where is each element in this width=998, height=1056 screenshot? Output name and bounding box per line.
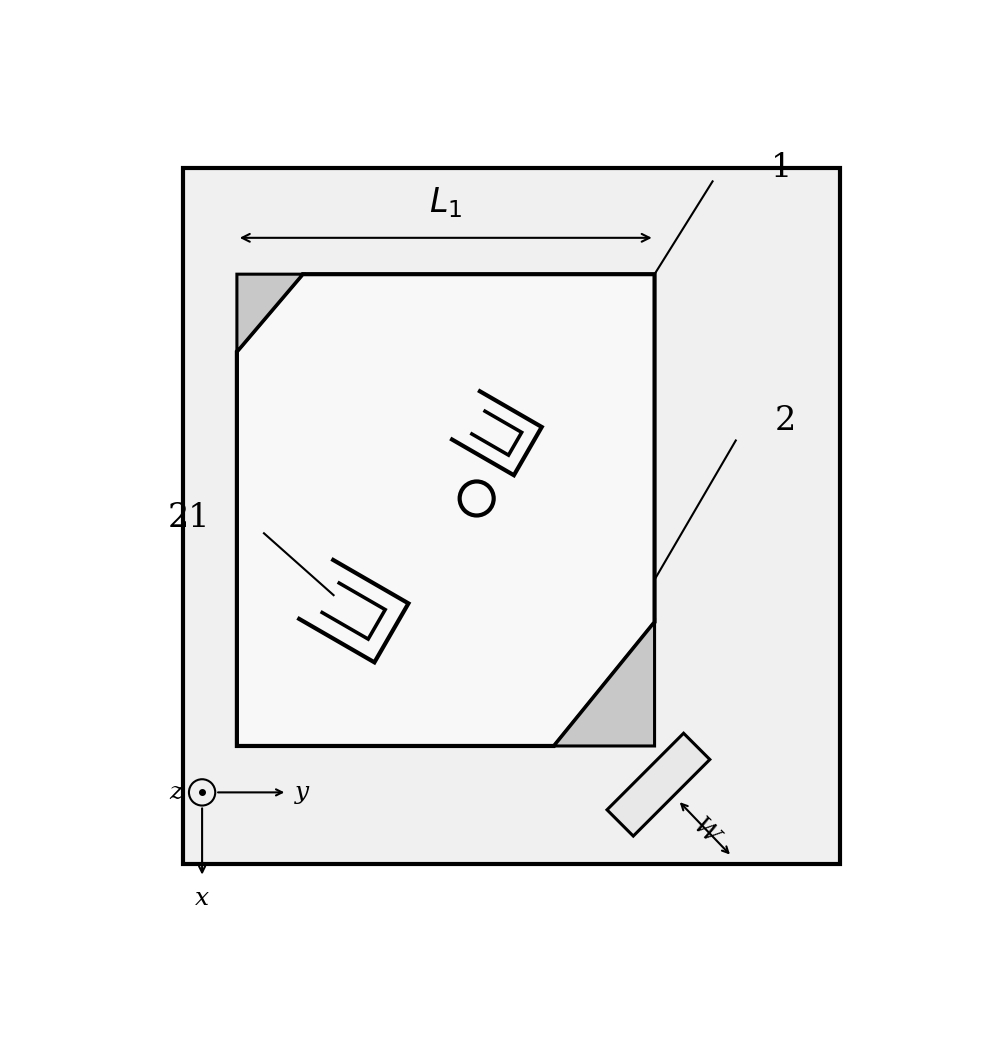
- Bar: [183, 168, 840, 864]
- Text: z: z: [170, 780, 183, 804]
- Polygon shape: [237, 275, 655, 746]
- Polygon shape: [554, 622, 655, 746]
- Text: x: x: [195, 887, 210, 910]
- Text: W: W: [688, 814, 723, 848]
- Polygon shape: [237, 275, 302, 352]
- Bar: [607, 733, 710, 836]
- Text: $L_1$: $L_1$: [429, 186, 462, 220]
- Text: 1: 1: [770, 152, 791, 184]
- Text: 21: 21: [168, 502, 210, 534]
- Text: y: y: [295, 780, 309, 804]
- Text: 2: 2: [774, 406, 795, 437]
